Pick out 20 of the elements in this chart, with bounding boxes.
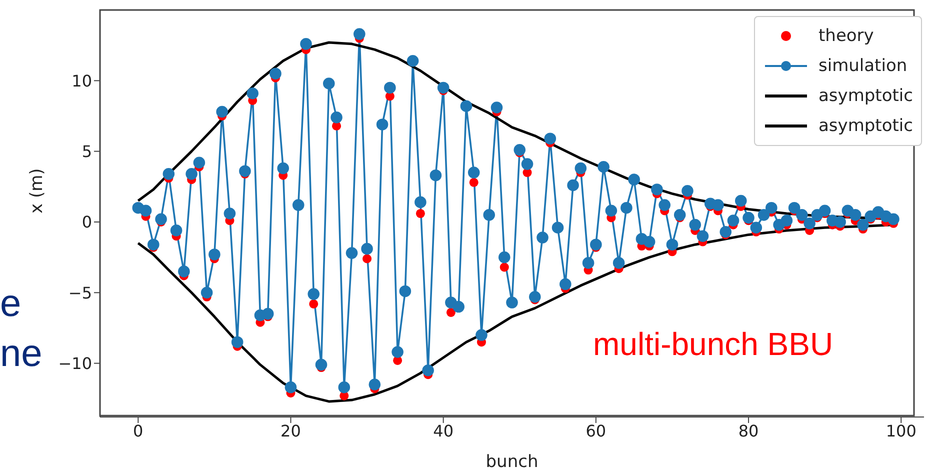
x-tick-label: 80: [738, 421, 759, 440]
legend-label: asymptotic: [818, 86, 913, 106]
x-tick-label: 100: [886, 421, 916, 440]
y-tick-label: 0: [82, 212, 92, 232]
x-tick-label: 20: [280, 421, 301, 440]
y-tick-label: −5: [68, 283, 92, 302]
legend-label: asymptotic: [818, 116, 913, 136]
annotation: multi-bunch BBU: [593, 326, 834, 363]
legend-label: theory: [818, 26, 874, 46]
x-tick-label: 40: [433, 421, 454, 440]
text: e: [0, 283, 22, 326]
y-tick-label: 5: [82, 142, 92, 161]
x-tick-label: 0: [133, 421, 144, 440]
x-axis-title: bunch: [486, 452, 538, 472]
y-tick-label: 10: [72, 71, 92, 90]
text: ne: [0, 333, 42, 376]
x-tick-label: 60: [586, 421, 606, 440]
y-axis-title: x (m): [27, 168, 48, 214]
legend-label: simulation: [818, 56, 908, 76]
y-tick-label: −10: [58, 354, 92, 373]
